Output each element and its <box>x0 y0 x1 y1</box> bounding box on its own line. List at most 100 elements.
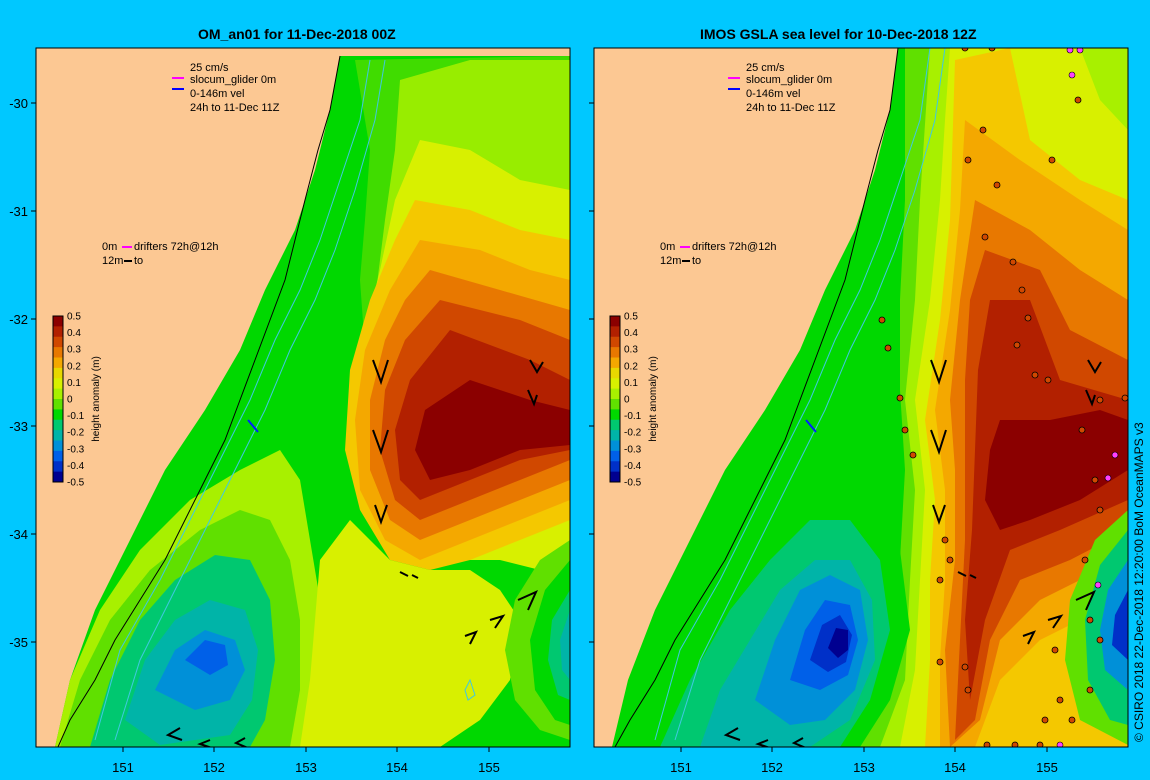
right-colorbar-swatch <box>610 378 620 390</box>
right-legend-drifters-0m: 0m <box>660 241 675 253</box>
right-colorbar-swatch <box>610 347 620 358</box>
right-colorbar-tick: 0 <box>624 395 630 406</box>
left-colorbar-swatch <box>53 440 63 452</box>
right-x-tick-155: 155 <box>1036 760 1058 775</box>
left-colorbar-swatch <box>53 357 63 369</box>
left-x-tick-151: 151 <box>112 760 134 775</box>
left-colorbar-tick: 0.3 <box>67 345 81 356</box>
left-glider-track <box>247 419 259 433</box>
left-map-panel <box>35 47 571 748</box>
left-colorbar-label: height anomaly (m) <box>91 356 102 442</box>
left-legend-speed: 25 cm/s <box>190 62 229 74</box>
left-colorbar-tick: -0.4 <box>67 461 85 472</box>
left-colorbar-swatch <box>53 378 63 390</box>
left-legend-drifters-0m: 0m <box>102 241 117 253</box>
axes: 151 152 153 154 155 151 152 153 154 155 … <box>9 96 1058 775</box>
right-observation-markers <box>878 48 1128 747</box>
left-colorbar-swatch <box>53 326 63 338</box>
left-colorbar: 0.5 0.4 0.3 0.2 0.1 0 -0.1 -0.2 -0.3 -0.4 -0.5 heig… <box>52 312 102 489</box>
right-legend-window: 24h to 11-Dec 11Z <box>746 102 836 114</box>
right-colorbar-tick: -0.3 <box>624 444 642 455</box>
right-colorbar-tick: -0.1 <box>624 411 642 422</box>
right-map-frame <box>593 47 1129 748</box>
right-glider-track <box>805 419 817 433</box>
right-colorbar-tick: 0.3 <box>624 345 638 356</box>
credit-text: © CSIRO 2018 22-Dec-2018 12:20:00 BoM Oc… <box>1132 422 1146 742</box>
right-colorbar-tick: 0.2 <box>624 361 638 372</box>
right-colorbar-swatch <box>610 316 620 327</box>
right-legend-vel: 0-146m vel <box>746 88 800 100</box>
left-colorbar-swatch <box>53 367 63 379</box>
left-y-tick-30: -30 <box>9 96 28 111</box>
left-colorbar-tick: -0.5 <box>67 478 85 489</box>
right-colorbar-swatch <box>610 326 620 338</box>
right-x-tick-152: 152 <box>761 760 783 775</box>
right-colorbar-label: height anomaly (m) <box>648 356 659 442</box>
left-colorbar-tick: 0.2 <box>67 361 81 372</box>
right-colorbar: 0.5 0.4 0.3 0.2 0.1 0 -0.1 -0.2 -0.3 -0.4 -0.5 heig… <box>609 312 659 489</box>
right-colorbar-swatch <box>610 450 620 462</box>
left-colorbar-swatch <box>53 430 63 441</box>
left-y-tick-31: -31 <box>9 204 28 219</box>
left-legend: 25 cm/s slocum_glider 0m 0-146m vel 24h … <box>102 62 280 267</box>
right-colorbar-swatch <box>610 367 620 379</box>
left-colorbar-tick: -0.1 <box>67 411 85 422</box>
left-colorbar-swatch <box>53 388 63 400</box>
left-panel-title: OM_an01 for 11-Dec-2018 00Z <box>198 26 396 42</box>
left-legend-drifters-to: to <box>134 255 143 267</box>
left-colorbar-tick: 0.4 <box>67 328 81 339</box>
left-y-tick-33: -33 <box>9 419 28 434</box>
right-colorbar-swatch <box>610 419 620 431</box>
left-sea-level-field <box>55 55 570 747</box>
left-legend-window: 24h to 11-Dec 11Z <box>190 102 280 114</box>
left-legend-drifters-12m: 12m <box>102 255 123 267</box>
right-legend-drifters-to: to <box>692 255 701 267</box>
right-colorbar-swatch <box>610 430 620 441</box>
left-legend-vel: 0-146m vel <box>190 88 244 100</box>
right-x-tick-154: 154 <box>944 760 966 775</box>
right-velocity-arrows <box>723 359 1102 747</box>
right-colorbar-tick: 0.4 <box>624 328 638 339</box>
right-colorbar-tick: -0.4 <box>624 461 642 472</box>
right-legend-drifters: drifters 72h@12h <box>692 241 777 253</box>
left-y-tick-34: -34 <box>9 527 28 542</box>
left-colorbar-swatch <box>53 336 63 348</box>
right-colorbar-swatch <box>610 388 620 400</box>
left-colorbar-frame <box>52 315 64 483</box>
left-x-tick-155: 155 <box>478 760 500 775</box>
left-x-tick-153: 153 <box>295 760 317 775</box>
left-colorbar-tick: -0.3 <box>67 444 85 455</box>
right-colorbar-swatch <box>610 440 620 452</box>
right-colorbar-swatch <box>610 471 620 483</box>
right-x-tick-151: 151 <box>670 760 692 775</box>
left-colorbar-swatch <box>53 316 63 327</box>
left-colorbar-swatch <box>53 419 63 431</box>
right-colorbar-tick: 0.5 <box>624 312 638 323</box>
right-colorbar-tick: -0.5 <box>624 478 642 489</box>
right-map-panel <box>593 47 1129 748</box>
right-legend: 25 cm/s slocum_glider 0m 0-146m vel 24h … <box>660 62 836 267</box>
left-legend-drifters: drifters 72h@12h <box>134 241 219 253</box>
right-colorbar-tick: 0.1 <box>624 378 638 389</box>
right-sea-level-field <box>612 48 1128 747</box>
left-colorbar-swatch <box>53 399 63 410</box>
left-colorbar-tick: 0.5 <box>67 312 81 323</box>
right-colorbar-swatch <box>610 461 620 473</box>
right-legend-speed: 25 cm/s <box>746 62 785 74</box>
left-colorbar-tick: 0.1 <box>67 378 81 389</box>
right-colorbar-tick: -0.2 <box>624 428 642 439</box>
left-colorbar-swatch <box>53 461 63 473</box>
left-colorbar-tick: -0.2 <box>67 428 85 439</box>
right-colorbar-swatch <box>610 409 620 421</box>
right-x-tick-153: 153 <box>853 760 875 775</box>
left-x-tick-152: 152 <box>203 760 225 775</box>
left-y-tick-32: -32 <box>9 312 28 327</box>
left-y-tick-35: -35 <box>9 635 28 650</box>
right-colorbar-swatch <box>610 336 620 348</box>
left-velocity-arrows <box>165 359 544 747</box>
right-legend-drifters-12m: 12m <box>660 255 681 267</box>
left-colorbar-swatch <box>53 409 63 421</box>
right-colorbar-frame <box>609 315 621 483</box>
left-colorbar-swatch <box>53 450 63 462</box>
